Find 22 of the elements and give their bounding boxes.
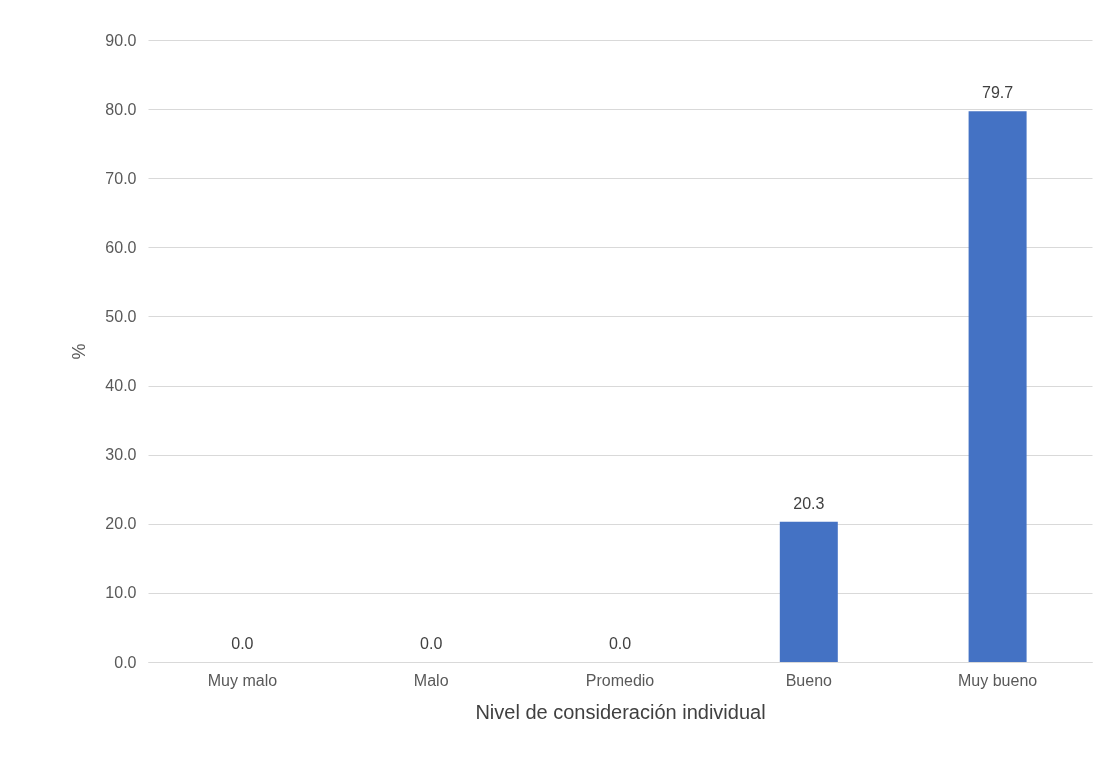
y-tick-label: 80.0 [105,100,137,118]
y-tick-label: 50.0 [105,307,137,325]
x-tick-label: Muy malo [207,671,278,689]
y-tick-label: 90.0 [105,31,137,49]
y-tick-label: 10.0 [105,584,137,602]
y-tick-label: 60.0 [105,238,137,256]
x-tick-label: Bueno [785,671,833,689]
data-label: 0.0 [608,635,632,652]
data-label: 79.7 [982,84,1014,102]
y-tick-label: 30.0 [105,446,137,464]
x-tick-label: Promedio [585,671,655,689]
y-tick-label: 40.0 [105,377,137,395]
x-axis-title: Nivel de consideración individual [475,700,766,723]
x-tick-label: Malo [413,671,449,689]
x-tick-label: Muy bueno [958,671,1038,689]
data-label: 0.0 [231,635,254,652]
y-axis-title: % [69,343,90,360]
y-tick-label: 20.0 [105,515,137,533]
y-tick-label: 70.0 [105,169,137,187]
y-tick-label: 0.0 [114,653,137,671]
data-label: 0.0 [420,635,443,652]
data-label: 20.3 [793,494,825,512]
